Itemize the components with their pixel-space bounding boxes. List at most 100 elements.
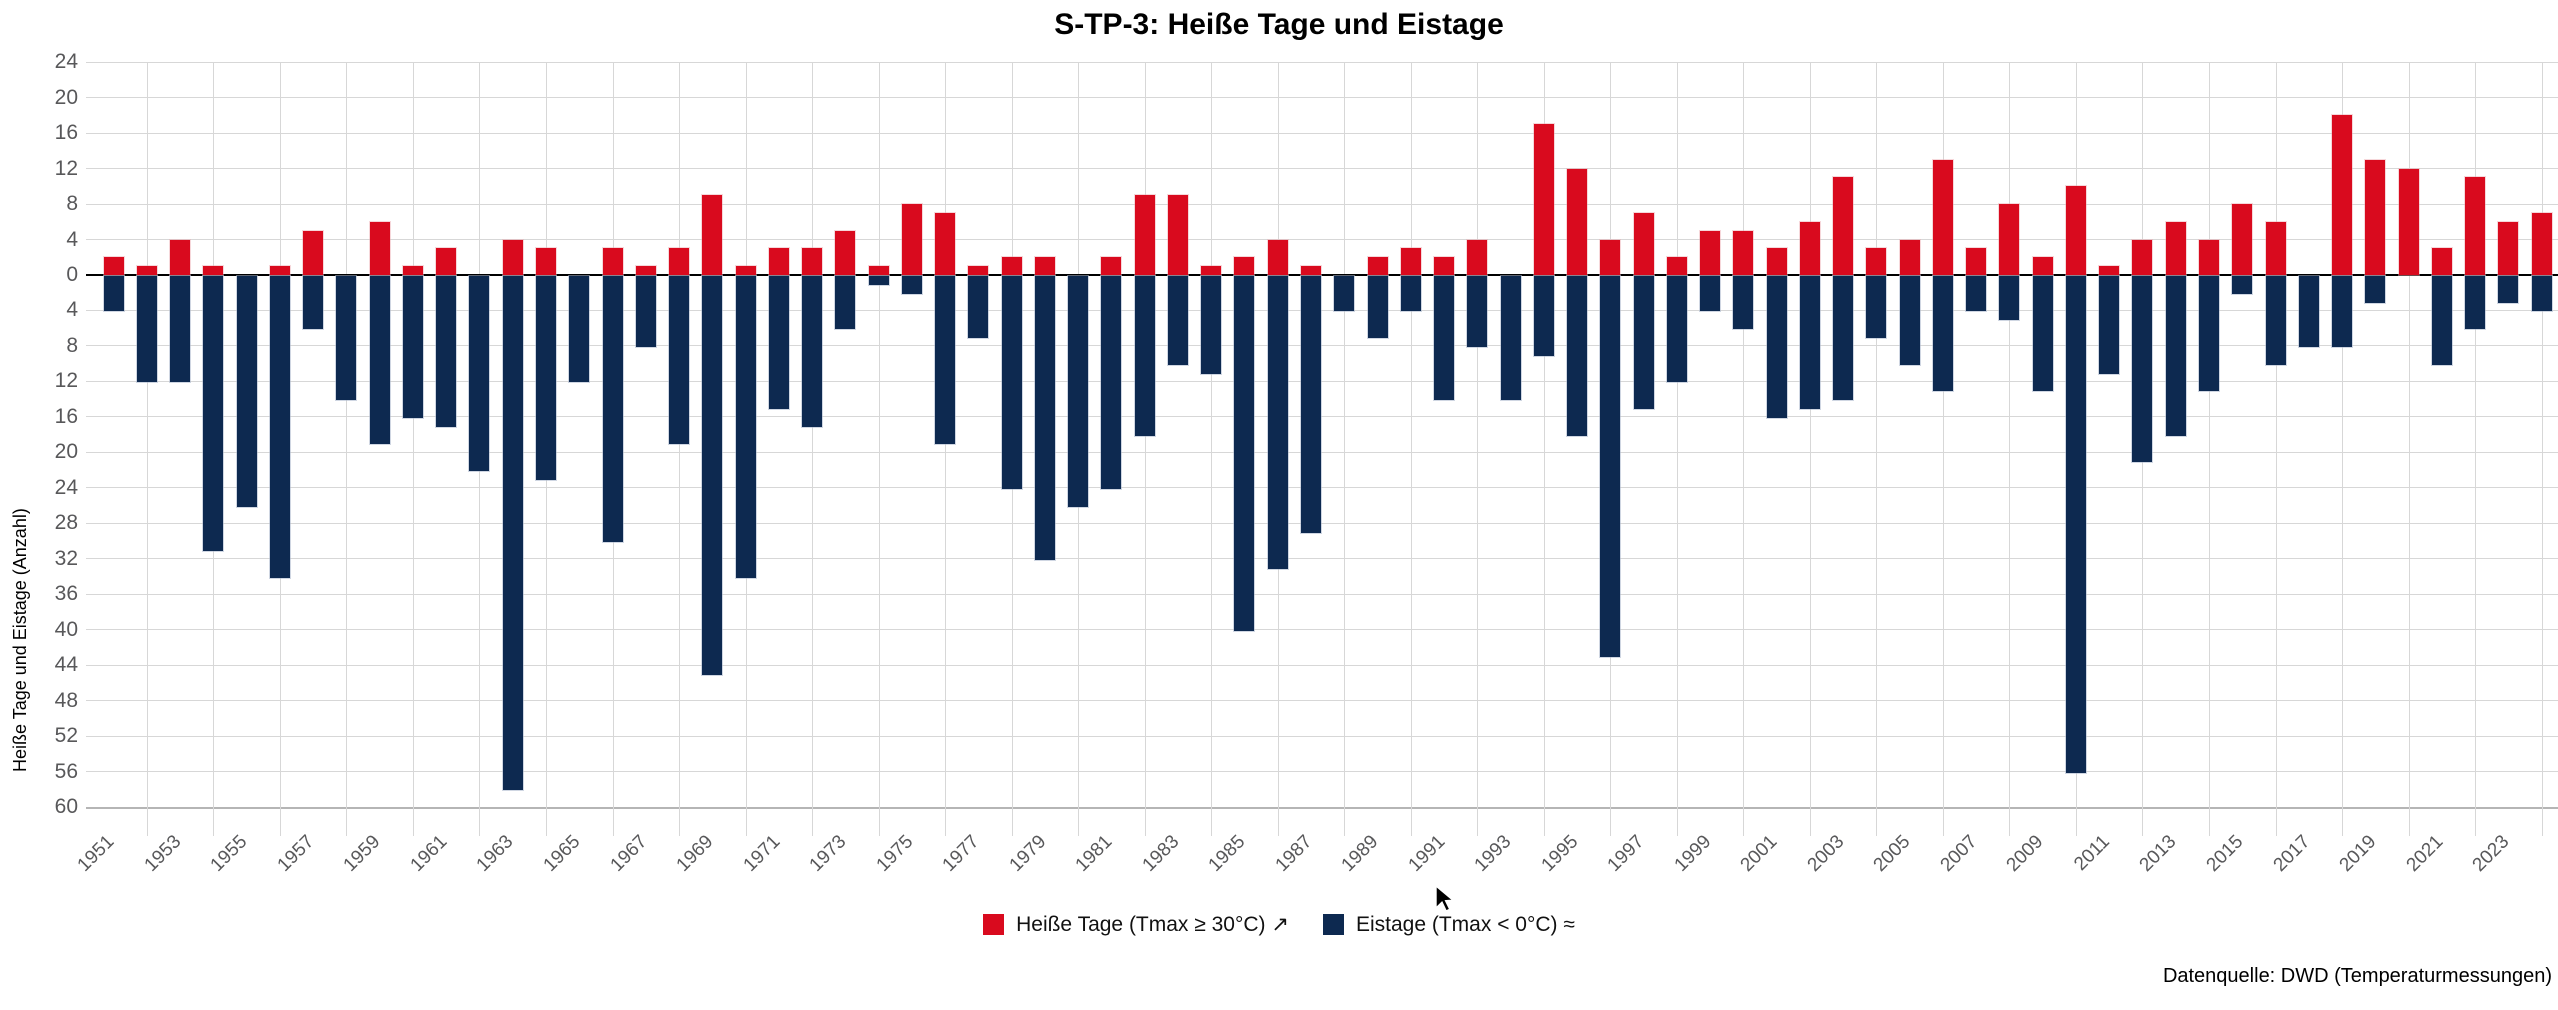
hot-days-bar[interactable] bbox=[2332, 115, 2353, 275]
hot-days-bar[interactable] bbox=[2398, 168, 2419, 275]
ice-days-bar[interactable] bbox=[1866, 276, 1887, 339]
ice-days-bar[interactable] bbox=[269, 276, 290, 578]
ice-days-bar[interactable] bbox=[536, 276, 556, 480]
ice-days-bar[interactable] bbox=[1733, 276, 1754, 330]
hot-days-bar[interactable] bbox=[1267, 239, 1288, 275]
ice-days-bar[interactable] bbox=[2332, 276, 2353, 347]
ice-days-bar[interactable] bbox=[502, 276, 523, 791]
ice-days-bar[interactable] bbox=[1766, 276, 1787, 418]
ice-days-bar[interactable] bbox=[1434, 276, 1455, 401]
hot-days-bar[interactable] bbox=[2165, 221, 2186, 275]
hot-days-bar[interactable] bbox=[2365, 159, 2386, 275]
ice-days-bar[interactable] bbox=[1633, 276, 1654, 410]
ice-days-bar[interactable] bbox=[2065, 276, 2086, 773]
ice-days-bar[interactable] bbox=[2099, 276, 2120, 374]
hot-days-bar[interactable] bbox=[536, 248, 556, 275]
hot-days-bar[interactable] bbox=[1001, 257, 1022, 275]
ice-days-bar[interactable] bbox=[1600, 276, 1621, 658]
ice-days-bar[interactable] bbox=[2132, 276, 2153, 463]
ice-days-bar[interactable] bbox=[2431, 276, 2452, 365]
hot-days-bar[interactable] bbox=[2132, 239, 2153, 275]
ice-days-bar[interactable] bbox=[1068, 276, 1089, 507]
hot-days-bar[interactable] bbox=[1400, 248, 1421, 275]
hot-days-bar[interactable] bbox=[1633, 212, 1654, 275]
hot-days-bar[interactable] bbox=[1700, 230, 1721, 275]
legend-item-hot-days[interactable]: Heiße Tage (Tmax ≥ 30°C) ↗ bbox=[983, 912, 1289, 937]
ice-days-bar[interactable] bbox=[1234, 276, 1255, 631]
ice-days-bar[interactable] bbox=[768, 276, 789, 410]
hot-days-bar[interactable] bbox=[1167, 195, 1188, 275]
ice-days-bar[interactable] bbox=[1999, 276, 2020, 321]
ice-days-bar[interactable] bbox=[1101, 276, 1122, 489]
hot-days-bar[interactable] bbox=[1567, 168, 1588, 275]
hot-days-bar[interactable] bbox=[1467, 239, 1488, 275]
hot-days-bar[interactable] bbox=[2465, 177, 2486, 275]
ice-days-bar[interactable] bbox=[1167, 276, 1188, 365]
ice-days-bar[interactable] bbox=[1267, 276, 1288, 569]
hot-days-bar[interactable] bbox=[2531, 212, 2552, 275]
ice-days-bar[interactable] bbox=[1400, 276, 1421, 312]
hot-days-bar[interactable] bbox=[901, 204, 922, 275]
hot-days-bar[interactable] bbox=[2199, 239, 2219, 275]
ice-days-bar[interactable] bbox=[702, 276, 723, 676]
ice-days-bar[interactable] bbox=[1201, 276, 1222, 374]
ice-days-bar[interactable] bbox=[669, 276, 690, 445]
ice-days-bar[interactable] bbox=[2365, 276, 2386, 303]
hot-days-bar[interactable] bbox=[369, 221, 390, 275]
hot-days-bar[interactable] bbox=[1999, 204, 2020, 275]
hot-days-bar[interactable] bbox=[1234, 257, 1255, 275]
ice-days-bar[interactable] bbox=[203, 276, 224, 551]
ice-days-bar[interactable] bbox=[402, 276, 423, 418]
ice-days-bar[interactable] bbox=[1034, 276, 1055, 560]
hot-days-bar[interactable] bbox=[1034, 257, 1055, 275]
ice-days-bar[interactable] bbox=[1799, 276, 1820, 410]
ice-days-bar[interactable] bbox=[303, 276, 324, 330]
hot-days-bar[interactable] bbox=[1666, 257, 1687, 275]
hot-days-bar[interactable] bbox=[203, 266, 224, 275]
ice-days-bar[interactable] bbox=[1467, 276, 1488, 347]
ice-days-bar[interactable] bbox=[1300, 276, 1321, 534]
hot-days-bar[interactable] bbox=[269, 266, 290, 275]
ice-days-bar[interactable] bbox=[2032, 276, 2053, 392]
hot-days-bar[interactable] bbox=[402, 266, 423, 275]
ice-days-bar[interactable] bbox=[1932, 276, 1953, 392]
ice-days-bar[interactable] bbox=[1899, 276, 1920, 365]
ice-days-bar[interactable] bbox=[1500, 276, 1521, 401]
hot-days-bar[interactable] bbox=[1766, 248, 1787, 275]
ice-days-bar[interactable] bbox=[901, 276, 922, 294]
hot-days-bar[interactable] bbox=[1833, 177, 1854, 275]
ice-days-bar[interactable] bbox=[469, 276, 490, 472]
hot-days-bar[interactable] bbox=[835, 230, 856, 275]
ice-days-bar[interactable] bbox=[1001, 276, 1022, 489]
hot-days-bar[interactable] bbox=[1533, 124, 1554, 275]
ice-days-bar[interactable] bbox=[336, 276, 357, 401]
hot-days-bar[interactable] bbox=[1101, 257, 1122, 275]
ice-days-bar[interactable] bbox=[2165, 276, 2186, 436]
hot-days-bar[interactable] bbox=[2431, 248, 2452, 275]
hot-days-bar[interactable] bbox=[1966, 248, 1987, 275]
hot-days-bar[interactable] bbox=[436, 248, 457, 275]
ice-days-bar[interactable] bbox=[1134, 276, 1155, 436]
hot-days-bar[interactable] bbox=[602, 248, 623, 275]
ice-days-bar[interactable] bbox=[170, 276, 191, 383]
hot-days-bar[interactable] bbox=[935, 212, 956, 275]
hot-days-bar[interactable] bbox=[2099, 266, 2120, 275]
hot-days-bar[interactable] bbox=[1733, 230, 1754, 275]
ice-days-bar[interactable] bbox=[835, 276, 856, 330]
ice-days-bar[interactable] bbox=[2265, 276, 2286, 365]
hot-days-bar[interactable] bbox=[802, 248, 823, 275]
hot-days-bar[interactable] bbox=[1799, 221, 1820, 275]
hot-days-bar[interactable] bbox=[1899, 239, 1920, 275]
hot-days-bar[interactable] bbox=[669, 248, 690, 275]
hot-days-bar[interactable] bbox=[1367, 257, 1388, 275]
hot-days-bar[interactable] bbox=[136, 266, 157, 275]
ice-days-bar[interactable] bbox=[1367, 276, 1388, 339]
hot-days-bar[interactable] bbox=[2265, 221, 2286, 275]
ice-days-bar[interactable] bbox=[569, 276, 590, 383]
ice-days-bar[interactable] bbox=[1833, 276, 1854, 401]
ice-days-bar[interactable] bbox=[236, 276, 257, 507]
ice-days-bar[interactable] bbox=[1700, 276, 1721, 312]
ice-days-bar[interactable] bbox=[103, 276, 124, 312]
ice-days-bar[interactable] bbox=[1666, 276, 1687, 383]
hot-days-bar[interactable] bbox=[1434, 257, 1455, 275]
